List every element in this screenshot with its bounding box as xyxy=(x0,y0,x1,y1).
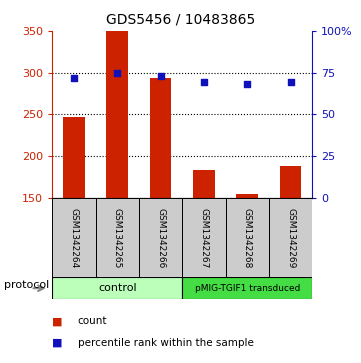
Bar xyxy=(63,117,85,198)
FancyBboxPatch shape xyxy=(226,198,269,278)
Text: percentile rank within the sample: percentile rank within the sample xyxy=(78,338,253,348)
Bar xyxy=(106,31,128,198)
Text: pMIG-TGIF1 transduced: pMIG-TGIF1 transduced xyxy=(195,284,300,293)
Point xyxy=(114,70,120,76)
FancyBboxPatch shape xyxy=(182,277,312,299)
Bar xyxy=(193,170,215,198)
Text: GSM1342267: GSM1342267 xyxy=(200,208,208,268)
Text: ■: ■ xyxy=(52,338,63,348)
Bar xyxy=(280,166,301,198)
FancyBboxPatch shape xyxy=(52,198,96,278)
Text: GSM1342269: GSM1342269 xyxy=(286,208,295,268)
Point xyxy=(158,73,164,79)
Text: ■: ■ xyxy=(52,316,63,326)
Bar xyxy=(236,194,258,198)
Point xyxy=(244,81,250,87)
Text: GDS5456 / 10483865: GDS5456 / 10483865 xyxy=(106,13,255,27)
Text: count: count xyxy=(78,316,107,326)
Text: GSM1342268: GSM1342268 xyxy=(243,208,252,268)
FancyBboxPatch shape xyxy=(182,198,226,278)
FancyBboxPatch shape xyxy=(52,277,182,299)
FancyBboxPatch shape xyxy=(269,198,312,278)
FancyBboxPatch shape xyxy=(139,198,182,278)
Point xyxy=(288,79,293,85)
Point xyxy=(71,76,77,81)
Text: protocol: protocol xyxy=(4,280,49,290)
Text: GSM1342265: GSM1342265 xyxy=(113,208,122,268)
Text: control: control xyxy=(98,283,136,293)
Bar xyxy=(150,78,171,198)
Point xyxy=(201,79,207,85)
Text: GSM1342264: GSM1342264 xyxy=(70,208,78,268)
FancyBboxPatch shape xyxy=(96,198,139,278)
Text: GSM1342266: GSM1342266 xyxy=(156,208,165,268)
